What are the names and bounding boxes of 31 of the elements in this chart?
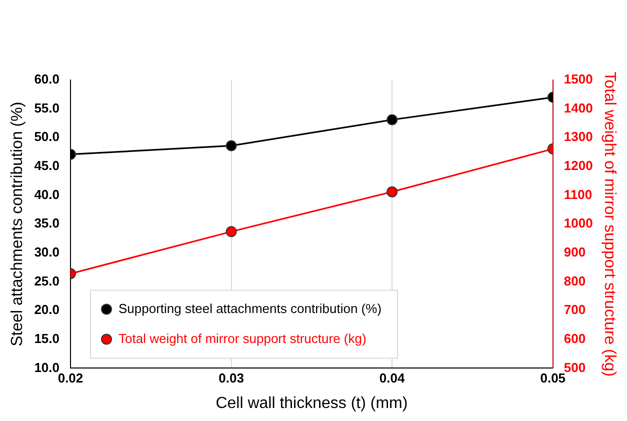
y2-tick-label: 1300 [564, 129, 593, 144]
y2-tick-label: 1200 [564, 158, 593, 174]
y2-tick-label: 700 [564, 302, 586, 318]
y-tick-label: 25.0 [34, 273, 60, 288]
y2-tick-label: 1000 [564, 216, 593, 231]
y-tick-label: 50.0 [34, 129, 60, 144]
y-tick-label: 20.0 [34, 302, 60, 318]
y2-tick-label: 500 [564, 360, 586, 375]
x-tick-label: 0.04 [379, 370, 406, 386]
y2-tick-label: 800 [564, 273, 586, 288]
y2-axis-title: Total weight of mirror support structure (kg) [600, 72, 618, 377]
y-tick-label: 55.0 [34, 100, 60, 116]
y2-tick-label: 1100 [564, 186, 592, 202]
y-tick-label: 35.0 [34, 216, 60, 231]
y2-tick-label: 1400 [564, 100, 593, 116]
y2-tick-label: 900 [564, 244, 586, 260]
y-tick-label: 10.0 [34, 360, 60, 375]
y-tick-label: 60.0 [34, 72, 60, 87]
y-tick-label: 30.0 [34, 244, 60, 260]
legend-label: Total weight of mirror support structure (kg) [118, 330, 366, 346]
legend-label: Supporting steel attachments contribution (%) [118, 300, 382, 316]
x-axis-title: Cell wall thickness (t) (mm) [216, 394, 408, 412]
y-tick-label: 15.0 [34, 330, 60, 346]
y-tick-label: 40.0 [34, 186, 60, 202]
x-tick-label: 0.02 [58, 370, 84, 386]
y2-tick-label: 1500 [564, 72, 593, 87]
x-tick-label: 0.05 [540, 370, 566, 386]
y-axis-title: Steel attachments contribution (%) [9, 102, 26, 346]
y2-tick-label: 600 [564, 330, 586, 346]
y-tick-label: 45.0 [34, 158, 60, 174]
x-tick-label: 0.03 [218, 370, 244, 386]
